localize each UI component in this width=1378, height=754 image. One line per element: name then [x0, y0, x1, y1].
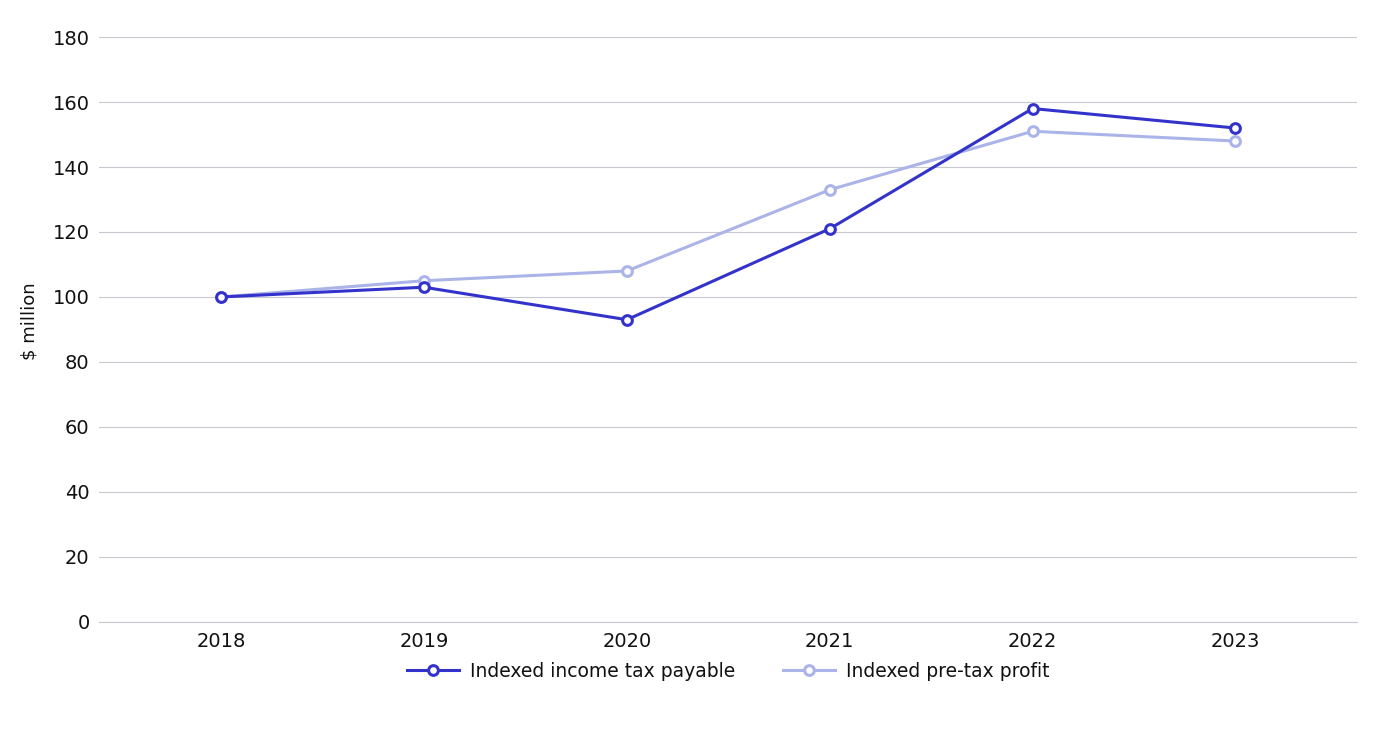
- Indexed income tax payable: [212, 293, 229, 302]
- Indexed income tax payable: [1024, 104, 1040, 113]
- Indexed pre-tax profit: [821, 185, 838, 195]
- Legend: Indexed income tax payable, Indexed pre-tax profit: Indexed income tax payable, Indexed pre-…: [397, 653, 1060, 691]
- Indexed pre-tax profit: [212, 293, 229, 302]
- Indexed pre-tax profit: [1024, 127, 1040, 136]
- Indexed pre-tax profit: [1228, 136, 1244, 146]
- Line: Indexed income tax payable: Indexed income tax payable: [216, 104, 1240, 324]
- Indexed income tax payable: [416, 283, 433, 292]
- Indexed income tax payable: [821, 224, 838, 233]
- Indexed income tax payable: [619, 315, 635, 324]
- Y-axis label: $ million: $ million: [21, 283, 39, 360]
- Indexed pre-tax profit: [619, 266, 635, 275]
- Line: Indexed pre-tax profit: Indexed pre-tax profit: [216, 127, 1240, 302]
- Indexed income tax payable: [1228, 124, 1244, 133]
- Indexed pre-tax profit: [416, 276, 433, 285]
